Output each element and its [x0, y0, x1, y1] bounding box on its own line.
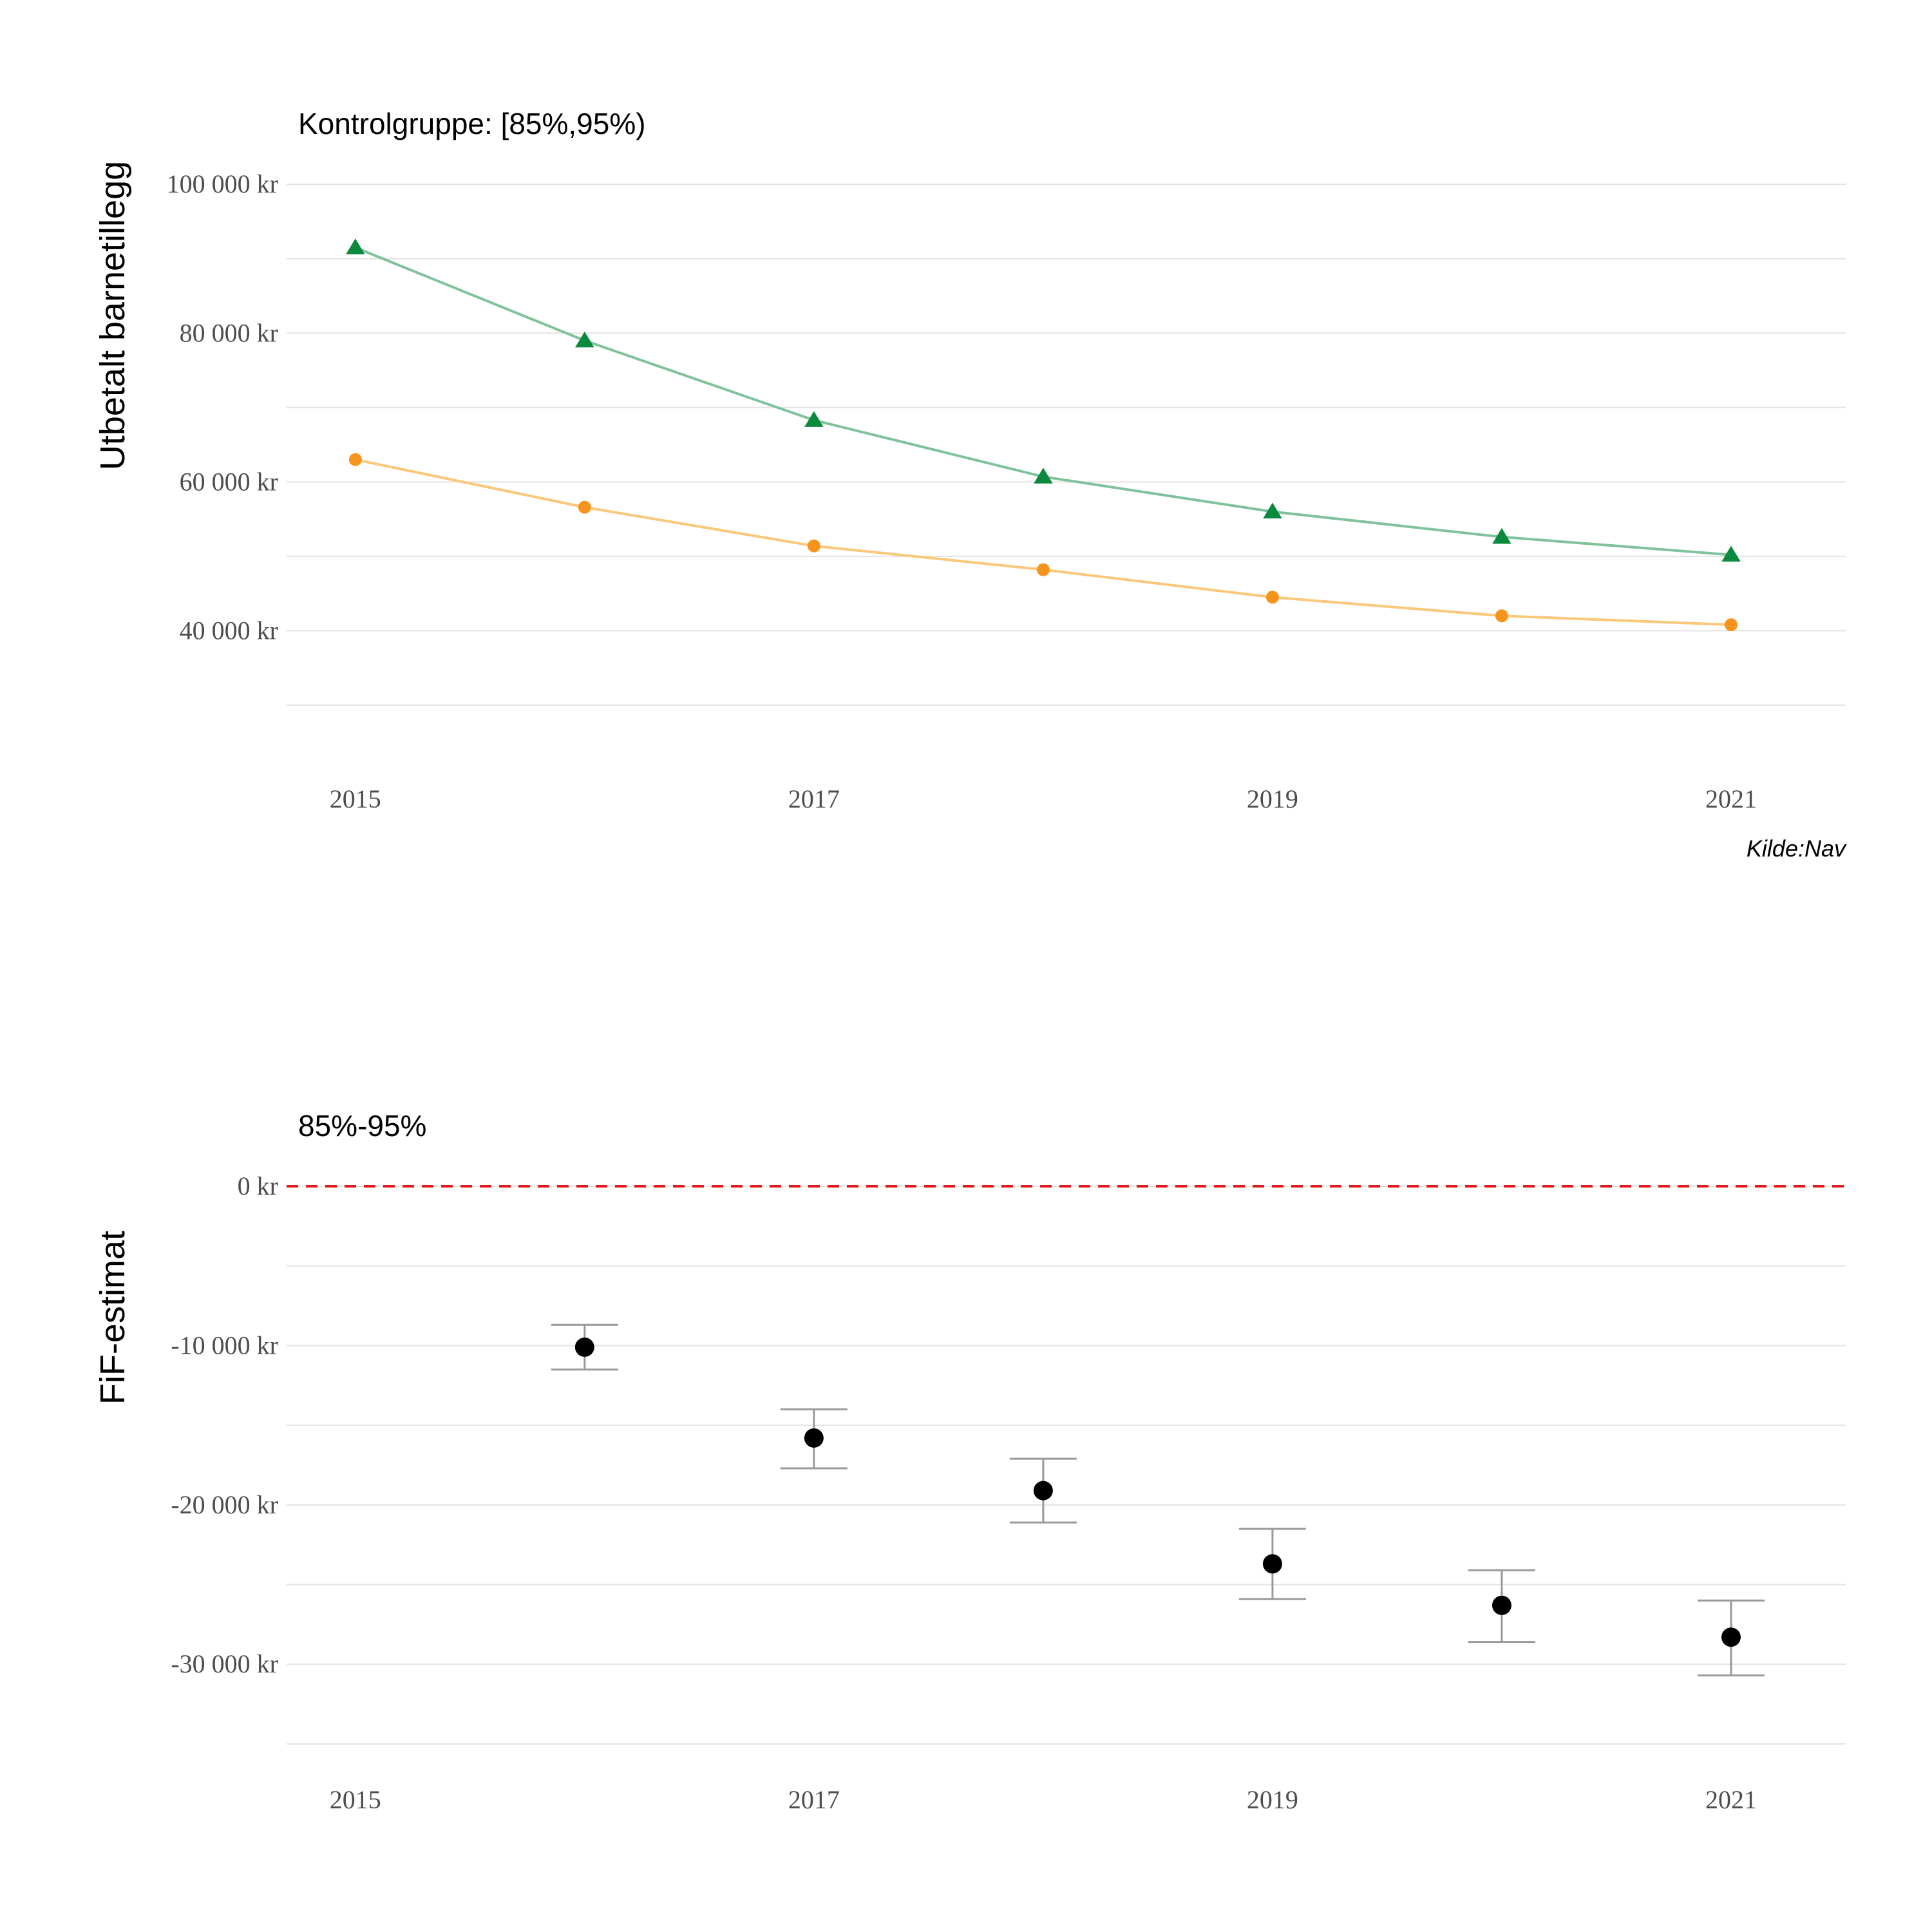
x-tick-label: 2019	[1247, 1785, 1298, 1814]
series-2-point	[1036, 563, 1050, 576]
x-tick-label: 2019	[1247, 784, 1298, 813]
series-1-point	[346, 238, 365, 254]
top-panel-y-tick-labels: 40 000 kr 60 000 kr 80 000 kr 100 000 kr	[167, 169, 278, 645]
bottom-panel-title: 85%-95%	[298, 1109, 426, 1142]
y-tick-label: 80 000 kr	[180, 318, 278, 347]
estimate-point	[1492, 1595, 1511, 1615]
top-panel-series	[346, 238, 1741, 632]
series-2-point	[1495, 609, 1508, 623]
series-2-point	[1265, 591, 1279, 604]
top-panel-gridlines	[287, 184, 1846, 706]
top-panel-title: Kontrolgruppe: [85%,95%)	[298, 107, 646, 140]
x-tick-label: 2017	[788, 784, 840, 813]
series-1-point	[1492, 527, 1511, 544]
x-tick-label: 2021	[1705, 784, 1757, 813]
estimate-point	[1721, 1627, 1741, 1647]
estimate-point	[1033, 1481, 1053, 1501]
x-tick-label: 2017	[788, 1785, 840, 1814]
bottom-panel-gridlines	[287, 1186, 1846, 1745]
x-tick-label: 2021	[1705, 1785, 1757, 1814]
series-2-point	[1724, 618, 1738, 632]
y-tick-label: 60 000 kr	[180, 467, 278, 496]
series-1-line	[355, 246, 1732, 556]
series-2-point	[807, 539, 820, 553]
y-tick-label: 100 000 kr	[167, 169, 278, 198]
top-panel-caption: Kilde:Nav	[1747, 835, 1847, 862]
series-2-point	[578, 500, 591, 514]
bottom-panel-y-tick-labels: -30 000 kr -20 000 kr -10 000 kr 0 kr	[171, 1171, 278, 1678]
x-tick-label: 2015	[330, 784, 381, 813]
estimate-point	[574, 1337, 594, 1357]
series-2-point	[348, 453, 362, 466]
bottom-panel-x-tick-labels: 2015 2017 2019 2021	[330, 1785, 1757, 1814]
y-tick-label: -20 000 kr	[171, 1490, 278, 1519]
series-1-point	[804, 411, 824, 427]
bottom-panel: 85%-95% FiF-estimat -30 000 kr -20 000 kr…	[93, 1109, 1846, 1814]
top-panel-x-tick-labels: 2015 2017 2019 2021	[330, 784, 1757, 813]
top-panel: Kontrolgruppe: [85%,95%) Utbetalt barnet…	[93, 107, 1847, 862]
series-2-line	[355, 458, 1732, 627]
series-1-point	[1721, 545, 1741, 562]
y-tick-label: 0 kr	[238, 1171, 278, 1200]
series-1-point	[575, 331, 594, 348]
series-1-point	[1034, 468, 1053, 484]
x-tick-label: 2015	[330, 1785, 381, 1814]
estimate-point	[1262, 1554, 1282, 1574]
y-tick-label: -30 000 kr	[171, 1649, 278, 1678]
top-panel-y-axis-title: Utbetalt barnetillegg	[93, 161, 132, 470]
bottom-panel-y-axis-title: FiF-estimat	[93, 1231, 132, 1405]
bottom-panel-estimates	[551, 1323, 1765, 1677]
series-1-point	[1263, 502, 1282, 519]
y-tick-label: -10 000 kr	[171, 1331, 278, 1359]
y-tick-label: 40 000 kr	[180, 616, 278, 645]
estimate-point	[804, 1428, 824, 1448]
